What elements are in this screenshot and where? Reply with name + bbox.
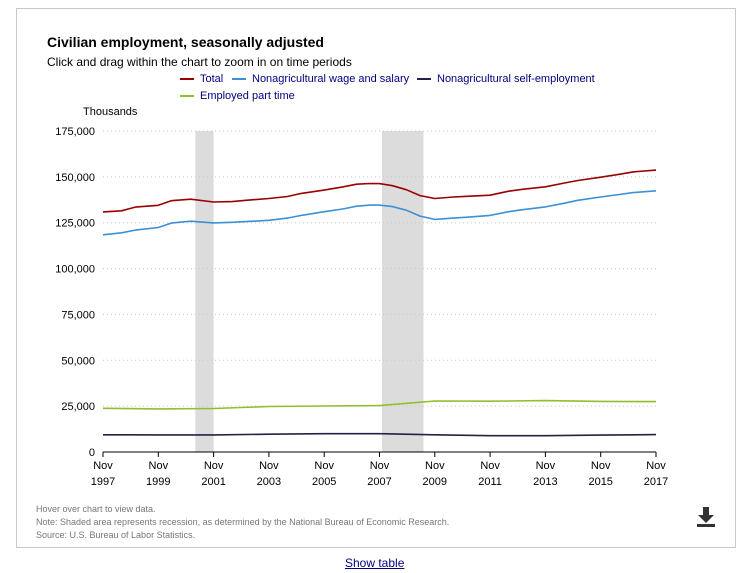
recession-band (195, 131, 214, 452)
x-tick-month: Nov (370, 460, 390, 472)
x-tick-month: Nov (591, 460, 611, 472)
series-line-total (102, 169, 657, 213)
legend-swatch (417, 78, 431, 80)
x-tick-year: 2017 (644, 476, 668, 488)
x-tick-year: 2013 (533, 476, 557, 488)
legend-swatch (232, 78, 246, 80)
series-line-nonagricultural-wage-and-salary (102, 190, 657, 236)
download-icon[interactable] (695, 505, 717, 527)
x-tick-month: Nov (204, 460, 224, 472)
y-tick-label: 175,000 (55, 126, 95, 138)
x-tick-month: Nov (314, 460, 334, 472)
x-tick-year: 2003 (257, 476, 281, 488)
hover-note: Hover over chart to view data. (36, 504, 156, 514)
legend-item-total[interactable]: Total (180, 73, 223, 85)
x-tick-year: 2011 (478, 476, 502, 488)
legend-label: Employed part time (200, 90, 295, 102)
legend-swatch (180, 95, 194, 97)
x-tick-month: Nov (259, 460, 279, 472)
y-tick-label: 75,000 (61, 309, 95, 321)
x-tick-year: 2015 (588, 476, 612, 488)
y-tick-label: 125,000 (55, 218, 95, 230)
legend-item-part-time[interactable]: Employed part time (180, 90, 295, 102)
legend-item-wage-salary[interactable]: Nonagricultural wage and salary (232, 73, 409, 85)
y-tick-label: 100,000 (55, 264, 95, 276)
x-tick-month: Nov (425, 460, 445, 472)
y-tick-label: 50,000 (61, 355, 95, 367)
y-tick-label: 150,000 (55, 172, 95, 184)
legend-label: Total (200, 73, 224, 85)
x-tick-year: 2007 (367, 476, 391, 488)
legend-swatch (180, 78, 194, 80)
chart-notes: Hover over chart to view data. Note: Sha… (36, 503, 449, 542)
y-tick-label: 25,000 (61, 401, 95, 413)
series-line-nonagricultural-self-employment (102, 432, 657, 437)
series-line-employed-part-time (102, 399, 657, 410)
x-tick-year: 2009 (423, 476, 447, 488)
recession-note: Note: Shaded area represents recession, … (36, 517, 450, 527)
x-tick-month: Nov (646, 460, 666, 472)
x-tick-year: 1997 (91, 476, 115, 488)
chart-title: Civilian employment, seasonally adjusted (47, 34, 324, 50)
x-tick-year: 2005 (312, 476, 336, 488)
x-tick-month: Nov (93, 460, 113, 472)
legend-label: Nonagricultural wage and salary (252, 73, 410, 85)
x-tick-month: Nov (149, 460, 169, 472)
legend-item-self-employment[interactable]: Nonagricultural self-employment (417, 73, 595, 85)
x-tick-year: 2001 (201, 476, 225, 488)
source-note: Source: U.S. Bureau of Labor Statistics. (36, 530, 196, 540)
chart-container (16, 8, 736, 548)
show-table-link[interactable]: Show table (345, 556, 405, 570)
chart-subtitle: Click and drag within the chart to zoom … (47, 55, 352, 69)
y-tick-label: 0 (89, 447, 95, 459)
legend-label: Nonagricultural self-employment (437, 73, 595, 85)
y-axis-title: Thousands (83, 106, 138, 118)
x-tick-year: 1999 (146, 476, 170, 488)
x-tick-month: Nov (480, 460, 500, 472)
x-tick-month: Nov (536, 460, 556, 472)
